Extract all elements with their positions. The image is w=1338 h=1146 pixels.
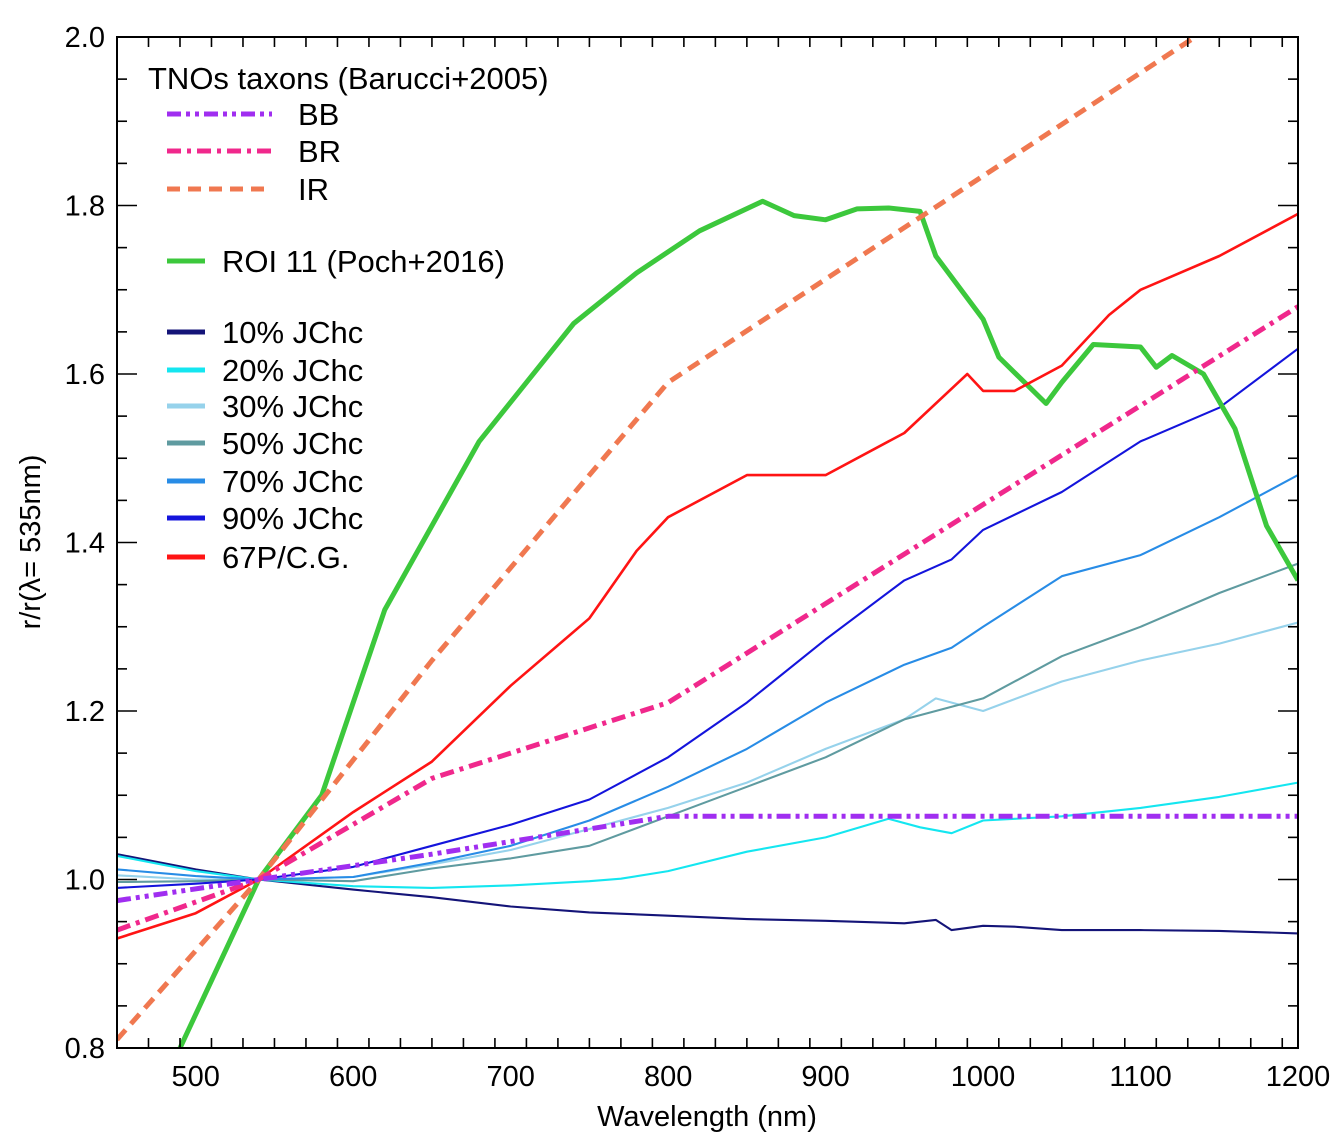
legend-label-10-jchc: 10% JChc [222,315,363,350]
y-tick-label: 0.8 [65,1033,105,1065]
y-tick-label: 1.8 [65,191,105,223]
legend-label-br: BR [298,134,341,169]
series-line-roi-11-poch-2016 [177,198,1298,1048]
legend-label-bb: BB [298,97,339,132]
series-layer [117,37,1298,1048]
series-line-bb [117,813,1298,904]
series-line-70-jchc [117,474,1298,881]
x-tick-label: 600 [329,1061,377,1093]
legend-label-20-jchc: 20% JChc [222,353,363,388]
y-tick-label: 1.0 [65,865,105,897]
series-line-10-jchc [117,853,1298,935]
y-tick-label: 1.4 [65,528,105,560]
y-tick-label: 1.6 [65,359,105,391]
series-line-20-jchc [117,781,1298,889]
x-tick-label: 1100 [1109,1061,1171,1093]
legend-label-70-jchc: 70% JChc [222,464,363,499]
legend-label-67p-c-g: 67P/C.G. [222,540,350,575]
series-line-br [117,304,1298,933]
legend-label-90-jchc: 90% JChc [222,501,363,536]
legend-label-50-jchc: 50% JChc [222,426,363,461]
x-tick-label: 1000 [951,1061,1016,1093]
legend-label-roi-11-poch-2016: ROI 11 (Poch+2016) [222,244,505,279]
series-line-50-jchc [117,562,1298,884]
series-line-30-jchc [117,621,1298,881]
series-line-67p-c-g [117,212,1298,940]
x-tick-label: 900 [801,1061,849,1093]
series-line-ir [117,37,1200,1042]
legend-label-30-jchc: 30% JChc [222,389,363,424]
y-axis-label: r/r(λ= 535nm) [15,455,47,630]
x-tick-label: 500 [172,1061,220,1093]
x-tick-label: 1200 [1266,1061,1331,1093]
x-axis-label: Wavelength (nm) [597,1101,817,1133]
x-tick-label: 800 [644,1061,692,1093]
y-tick-label: 2.0 [65,22,105,54]
x-tick-label: 700 [486,1061,534,1093]
y-tick-label: 1.2 [65,696,105,728]
tick-layer: 500 600 700 800 900 1000 1100 1200 0.8 1.0 1.2 1.4 1… [65,22,1331,1093]
legend-label-ir: IR [298,172,329,207]
legend-title: TNOs taxons (Barucci+2005) [148,61,549,96]
